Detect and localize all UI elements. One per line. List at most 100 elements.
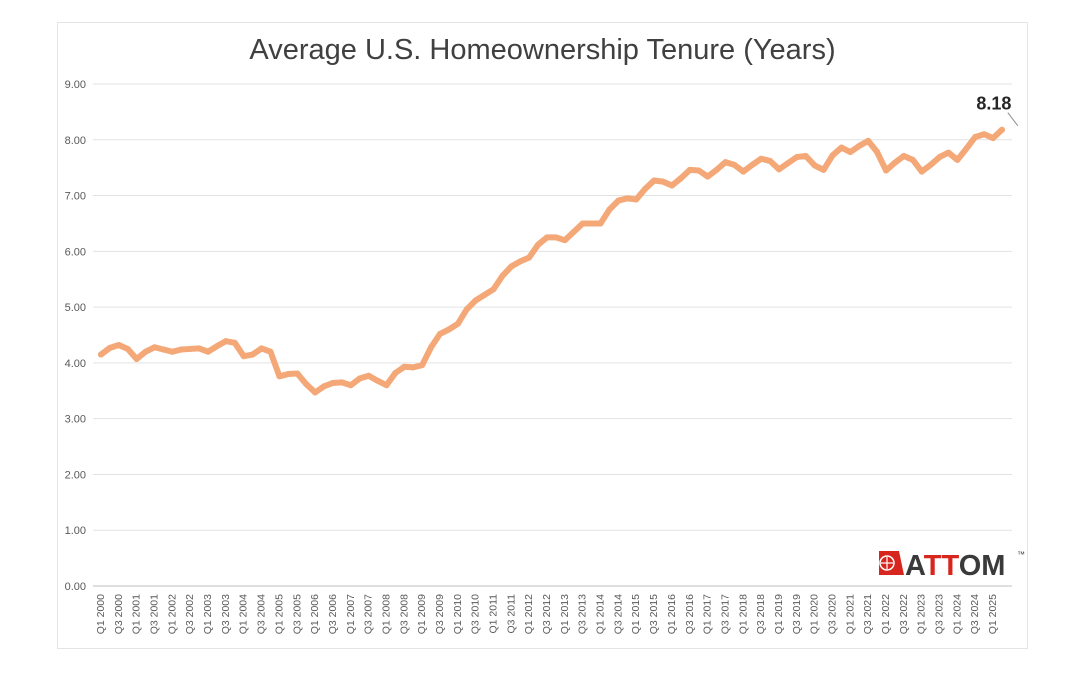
y-tick-label: 1.00 [65, 525, 86, 537]
series-line [98, 126, 1005, 396]
data-point [338, 379, 345, 386]
data-point [196, 345, 203, 352]
data-point [436, 330, 443, 337]
logo-tt: TT [924, 550, 960, 582]
data-point [891, 159, 898, 166]
data-point [151, 344, 158, 351]
data-point [668, 182, 675, 189]
x-tick-label: Q1 2022 [880, 594, 892, 634]
data-point [829, 152, 836, 159]
x-tick-label: Q1 2013 [559, 594, 571, 634]
x-tick-label: Q3 2023 [934, 594, 946, 634]
x-tick-label: Q3 2006 [327, 594, 339, 634]
data-point [463, 306, 470, 313]
data-point [677, 175, 684, 182]
x-tick-label: Q1 2011 [488, 594, 500, 634]
data-point [276, 373, 283, 380]
x-tick-label: Q3 2019 [791, 594, 803, 634]
data-point [356, 375, 363, 382]
data-point [999, 126, 1005, 133]
x-tick-label: Q3 2005 [291, 594, 303, 634]
x-tick-label: Q1 2007 [345, 594, 357, 634]
data-point [731, 161, 738, 168]
data-point [312, 389, 319, 396]
data-point [865, 137, 872, 144]
x-tick-label: Q3 2001 [149, 594, 161, 634]
data-point [775, 166, 782, 173]
data-point [981, 131, 988, 138]
data-point [481, 291, 488, 298]
logo-a: A [905, 550, 926, 582]
x-tick-label: Q3 2010 [470, 594, 482, 634]
data-point [508, 263, 515, 270]
data-point [588, 220, 595, 227]
y-axis-ticks: 0.00 1.00 2.00 3.00 4.00 5.00 6.00 7.00 8.00 9.00 [65, 79, 86, 593]
data-point [285, 371, 292, 378]
x-tick-label: Q3 2016 [684, 594, 696, 634]
data-point [205, 348, 212, 355]
data-point [660, 178, 667, 185]
data-point [820, 166, 827, 173]
x-tick-label: Q1 2018 [737, 594, 749, 634]
x-tick-label: Q1 2000 [95, 594, 107, 634]
x-tick-label: Q3 2009 [434, 594, 446, 634]
data-point [597, 220, 604, 227]
data-point [856, 142, 863, 149]
x-tick-label: Q3 2017 [719, 594, 731, 634]
x-tick-label: Q1 2006 [309, 594, 321, 634]
data-point [222, 338, 229, 345]
data-point [883, 167, 890, 174]
annotation-label: 8.18 [976, 94, 1011, 114]
x-tick-label: Q1 2023 [916, 594, 928, 634]
data-point [793, 154, 800, 161]
data-point [160, 346, 167, 353]
x-tick-label: Q1 2024 [951, 594, 963, 634]
x-tick-label: Q1 2019 [773, 594, 785, 634]
data-point [847, 149, 854, 156]
data-point [374, 377, 381, 384]
x-tick-label: Q1 2002 [166, 594, 178, 634]
data-point [767, 157, 774, 164]
data-point [642, 185, 649, 192]
data-point [329, 379, 336, 386]
data-point [570, 228, 577, 235]
attom-logo: ATTOM ™ [879, 550, 1025, 582]
x-tick-label: Q1 2003 [202, 594, 214, 634]
data-point [294, 370, 301, 377]
data-point [909, 156, 916, 163]
data-point [240, 353, 247, 360]
data-point [187, 345, 194, 352]
logo-trademark: ™ [1017, 550, 1025, 559]
data-point [624, 195, 631, 202]
x-tick-label: Q1 2025 [987, 594, 999, 634]
y-tick-label: 2.00 [65, 469, 86, 481]
data-point [526, 254, 533, 261]
x-tick-label: Q1 2015 [630, 594, 642, 634]
data-point [838, 144, 845, 151]
data-point [124, 345, 131, 352]
data-point [695, 167, 702, 174]
logo-om: OM [959, 550, 1006, 582]
data-point [936, 154, 943, 161]
data-point [758, 155, 765, 162]
x-tick-label: Q1 2010 [452, 594, 464, 634]
data-point [392, 369, 399, 376]
data-point [303, 381, 310, 388]
annotation-leader [1007, 112, 1019, 127]
data-point [954, 156, 961, 163]
x-tick-label: Q3 2003 [220, 594, 232, 634]
data-point [606, 206, 613, 213]
data-point [445, 326, 452, 333]
y-tick-label: 9.00 [65, 79, 86, 91]
x-tick-label: Q1 2014 [595, 594, 607, 634]
x-tick-label: Q1 2020 [809, 594, 821, 634]
data-point [535, 241, 542, 248]
x-tick-label: Q3 2013 [577, 594, 589, 634]
data-point [231, 339, 238, 346]
data-point [410, 364, 417, 371]
x-tick-label: Q3 2004 [256, 594, 268, 634]
data-point [945, 149, 952, 156]
data-point [544, 234, 551, 241]
data-point [963, 145, 970, 152]
